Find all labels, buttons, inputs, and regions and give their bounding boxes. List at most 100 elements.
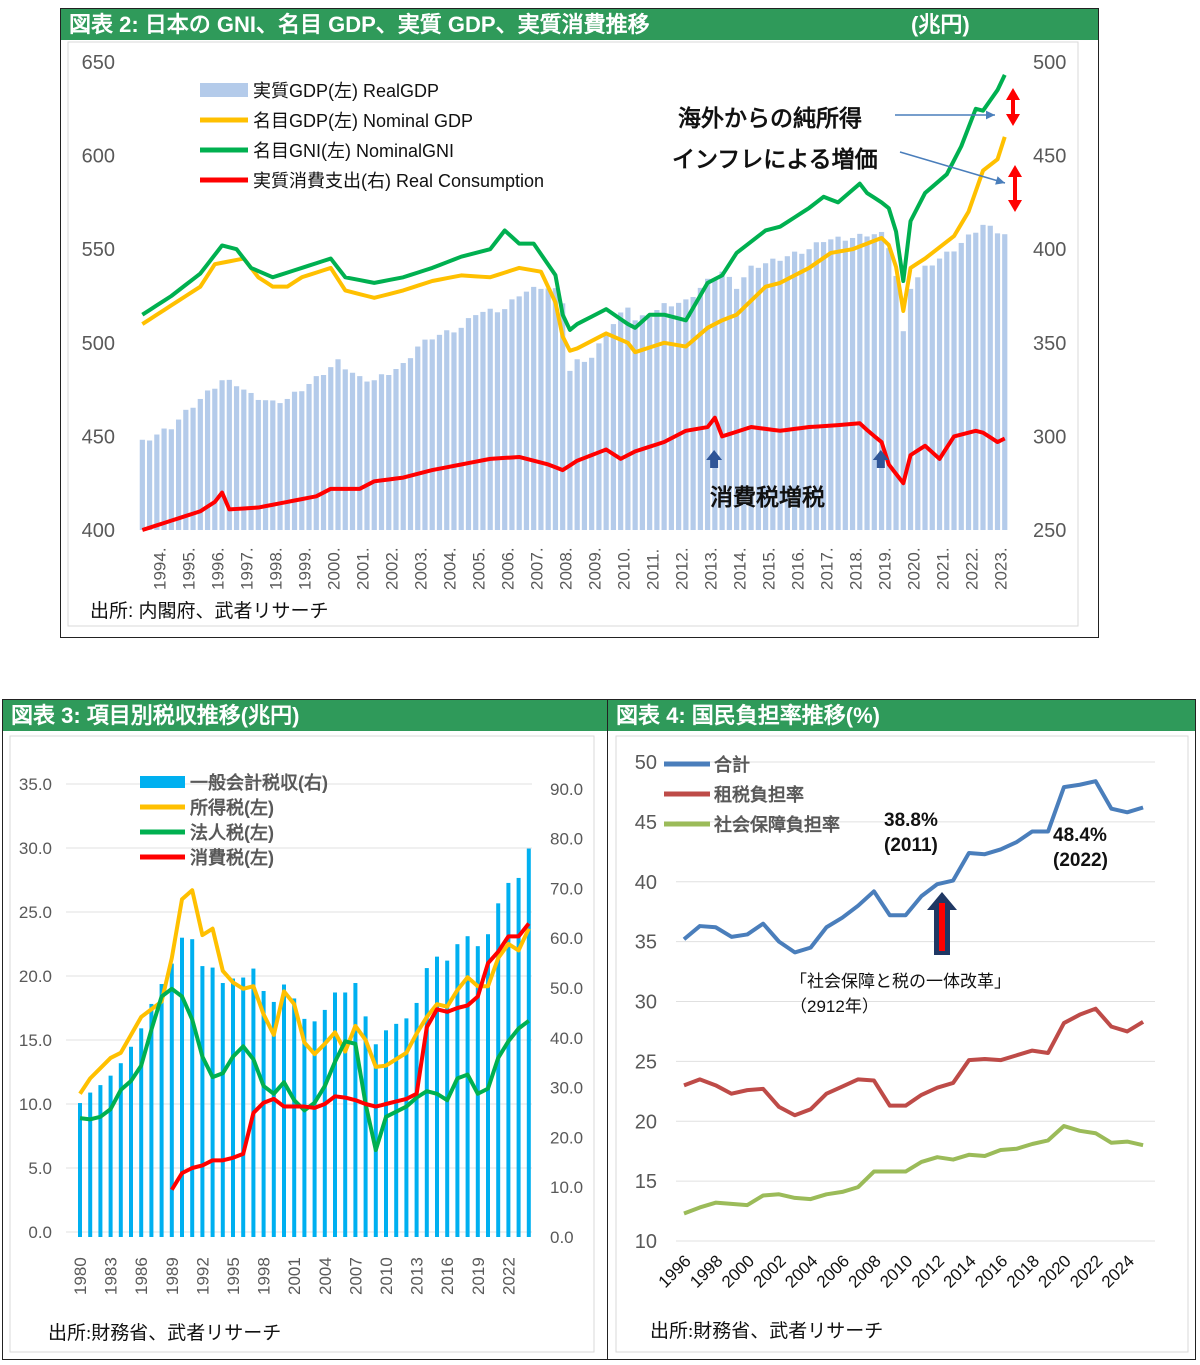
chart3-legend-label: 所得税(左) [190,797,274,818]
chart4-y-tick: 20 [635,1111,657,1133]
chart2-bar-realgdp [799,253,805,530]
chart4-line-total [682,779,1144,955]
chart2-bar-realgdp [907,288,914,530]
chart2-bar-realgdp [741,277,747,530]
chart4-line-tax-burden [683,1006,1145,1118]
chart2-tax-hike-arrow-icon [872,450,889,468]
chart3-bar-general-tax [139,1028,144,1237]
chart3-x-tick: 2016 [438,1257,457,1295]
chart3-line-consumption-tax [170,922,531,1191]
chart2-bar-realgdp [900,331,906,530]
chart2-bar-realgdp [878,231,885,530]
chart3-x-tick: 1989 [163,1257,182,1295]
chart2-x-tick: 2004. [441,547,460,590]
chart2-x-tick: 1999. [296,547,315,590]
chart3-bar-general-tax [282,984,286,1237]
chart2-x-tick: 2008. [557,547,576,590]
chart4-y-tick: 35 [635,932,657,954]
chart3-bar-general-tax [251,968,256,1237]
chart2-bar-realgdp [893,275,899,530]
chart3-y-left-tick: 5.0 [28,1159,52,1178]
chart2-legend-swatch [200,83,248,97]
chart3-bar-general-tax [322,1009,327,1237]
chart4-title-bar: 図表 4: 国民負担率推移(%) [608,700,1195,731]
chart4-x-tick: 2010 [876,1251,916,1291]
chart2-x-tick: 2021. [933,547,952,590]
chart2-x-tick: 2000. [325,547,344,590]
chart2-x-tick: 2012. [673,547,692,590]
chart2-bar-realgdp [255,399,261,530]
chart3-x-tick: 1986 [132,1257,151,1295]
chart2-line-nominal-gni [141,74,1007,332]
chart2-bar-realgdp [190,407,196,530]
chart3-title-bar: 図表 3: 項目別税収推移(兆円) [3,700,607,731]
chart4-title: 図表 4: 国民負担率推移(%) [616,703,881,728]
chart2-bar-realgdp [175,419,182,530]
chart3-bar-general-tax [200,966,205,1237]
chart2-bar-realgdp [734,288,740,530]
chart4-x-tick: 2024 [1098,1251,1138,1291]
chart2: 400 450 500 550 600 650 250 300 350 400 450 500 1994… [82,52,1067,590]
chart3-y-right-tick: 30.0 [550,1079,583,1098]
chart2-bar-realgdp [502,309,508,530]
chart3-x-tick: 2013 [408,1257,427,1295]
chart2-bar-realgdp [241,389,247,530]
chart3-y-right-tick: 10.0 [550,1178,583,1197]
chart2-x-tick: 2007. [528,547,547,590]
chart2-bar-realgdp [270,400,276,530]
chart3-y-left-tick: 25.0 [19,903,52,922]
chart3-y-right-tick: 0.0 [550,1228,574,1247]
chart2-bar-realgdp [770,258,776,530]
chart2-bar-realgdp [226,379,232,530]
chart2-bar-realgdp [465,318,472,530]
chart2-bar-realgdp [915,277,921,530]
chart2-x-tick: 2019. [875,547,894,590]
chart2-bar-realgdp [545,288,551,530]
chart2-bar-realgdp [291,391,298,530]
chart3-bar-general-tax [384,1030,388,1237]
chart2-bar-realgdp [748,265,754,530]
chart4-annotation-2011-year: (2011) [884,835,938,856]
chart2-y-right-tick: 400 [1033,239,1066,261]
chart3-title: 図表 3: 項目別税収推移(兆円) [11,703,300,728]
chart2-unit: (兆円) [911,12,970,37]
chart3-y-left-tick: 20.0 [19,967,52,986]
chart2-bar-realgdp [386,374,392,530]
chart3-source: 出所:財務省、武者リサーチ [48,1323,282,1344]
chart2-bar-realgdp [842,240,848,530]
chart2-bar-realgdp [473,315,479,530]
chart3-y-left-tick: 30.0 [19,839,52,858]
chart2-bar-realgdp [864,236,870,530]
chart2-bar-realgdp [299,391,305,530]
chart2-y-right-tick: 500 [1033,52,1066,74]
chart2-x-tick: 2001. [354,547,373,590]
chart2-legend-label: 名目GDP(左) Nominal GDP [253,111,473,131]
chart3-bar-general-tax [241,977,246,1237]
chart2-bar-realgdp [581,361,588,530]
chart2-bar-realgdp [538,288,544,530]
chart3-bar-general-tax [149,1003,154,1237]
chart3-bar-general-tax [261,990,266,1237]
chart2-bar-realgdp [480,311,486,530]
chart3-bar-general-tax [516,877,521,1237]
chart2-bar-realgdp [284,398,290,530]
chart2-bar-realgdp [335,359,341,530]
chart2-bar-realgdp [668,306,674,530]
chart2-y-left-tick: 600 [82,146,115,168]
chart4-legend-label-social-security-burden: 社会保障負担率 [714,814,840,835]
chart2-bar-realgdp [618,312,624,530]
chart2-bar-realgdp [531,286,537,530]
chart3-y-right-tick: 40.0 [550,1029,583,1048]
chart2-bar-realgdp [813,242,819,530]
chart2-plot-frame [67,41,1079,627]
chart2-bar-realgdp [574,359,580,530]
chart3-y-right-tick: 80.0 [550,830,583,849]
chart2-x-tick: 2006. [499,547,518,590]
chart3-bar-general-tax [180,937,184,1237]
chart3: 0.0 5.0 10.0 15.0 20.0 25.0 30.0 35.0 0.0 10.0 20.… [19,772,583,1295]
chart2-double-arrow-head [1008,165,1022,177]
chart3-x-tick: 2019 [469,1257,488,1295]
chart4-x-tick: 2022 [1066,1251,1106,1291]
chart2-y-left-tick: 450 [82,426,115,448]
